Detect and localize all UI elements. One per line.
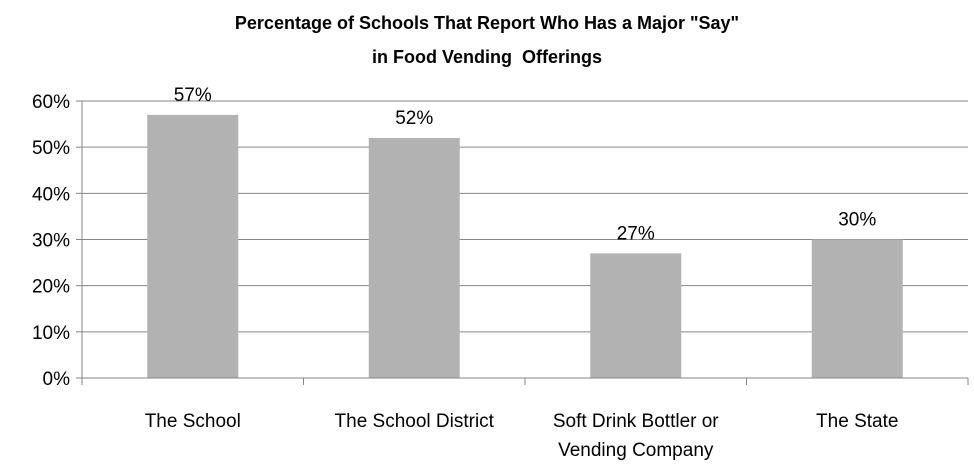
bar [590, 253, 682, 378]
value-labels: 57% 52% 27% 30% [174, 85, 877, 245]
bar [811, 239, 903, 378]
x-category-label: Vending Company [558, 440, 714, 461]
y-tick-label: 60% [32, 92, 70, 113]
bar [147, 114, 239, 378]
value-label: 52% [395, 108, 433, 129]
value-label: 27% [617, 223, 655, 244]
y-tick-labels: 0% 10% 20% 30% 40% 50% 60% [32, 92, 70, 390]
bars [147, 114, 903, 378]
x-category-label: The School [145, 411, 241, 432]
chart-subtitle: in Food Vending Offerings [372, 47, 602, 67]
y-tick-label: 50% [32, 138, 70, 159]
x-category-labels: The School The School District Soft Drink … [145, 411, 899, 461]
y-tick-label: 20% [32, 277, 70, 298]
x-category-label: Soft Drink Bottler or [553, 411, 719, 432]
x-category-label: The School District [335, 411, 495, 432]
axes [76, 100, 969, 385]
x-category-label: The State [816, 411, 898, 432]
value-label: 57% [174, 85, 212, 106]
y-tick-label: 30% [32, 231, 70, 252]
chart-title: Percentage of Schools That Report Who Ha… [235, 13, 739, 33]
y-tick-label: 10% [32, 323, 70, 344]
value-label: 30% [838, 210, 876, 231]
y-tick-label: 0% [43, 369, 71, 390]
y-tick-label: 40% [32, 184, 70, 205]
bar [368, 137, 460, 378]
